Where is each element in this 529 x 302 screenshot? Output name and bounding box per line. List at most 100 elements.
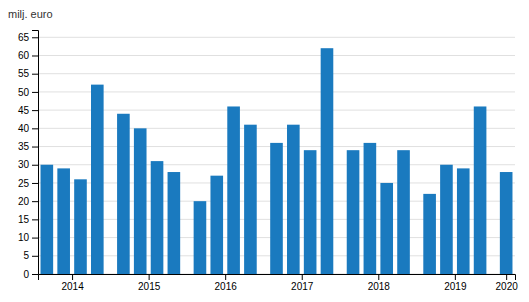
bar (41, 165, 54, 274)
y-tick: 40 (18, 123, 38, 134)
y-axis-line (32, 31, 39, 275)
y-tick-mark (32, 256, 38, 257)
y-tick-label: 25 (18, 178, 30, 189)
bar (440, 165, 453, 274)
y-tick-mark (32, 110, 38, 111)
grid (38, 37, 515, 274)
y-tick: 65 (18, 32, 38, 43)
x-tick: 2018 (368, 274, 391, 292)
bar (194, 201, 207, 274)
y-tick-mark (32, 238, 38, 239)
y-tick-label: 35 (18, 141, 30, 152)
bar (397, 150, 410, 274)
bar (423, 194, 436, 274)
y-tick-mark (32, 92, 38, 93)
y-axis: 0 5 10 15 20 25 30 35 40 45 50 55 60 65 (18, 31, 39, 280)
bar (168, 172, 181, 274)
bar (304, 150, 317, 274)
bar (347, 150, 360, 274)
bar (57, 168, 70, 274)
y-tick-mark (32, 183, 38, 184)
x-tick-label: 2019 (444, 281, 467, 292)
bar (287, 125, 300, 274)
x-tick-label: 2020 (496, 281, 519, 292)
y-axis-label: milj. euro (8, 8, 53, 20)
bar (117, 114, 130, 274)
y-tick: 55 (18, 68, 38, 79)
bar (91, 85, 104, 274)
chart: 0510152025303540455055606520142015201620… (0, 0, 529, 302)
grid-line (38, 55, 515, 56)
y-tick-label: 60 (18, 50, 30, 61)
bar (500, 172, 513, 274)
plot: 0510152025303540455055606520142015201620… (18, 31, 518, 293)
y-tick-mark (32, 165, 38, 166)
y-tick: 45 (18, 105, 38, 116)
y-tick-mark (32, 74, 38, 75)
y-tick-label: 20 (18, 196, 30, 207)
y-tick-mark (32, 55, 38, 56)
bar (74, 179, 87, 274)
y-tick-label: 10 (18, 232, 30, 243)
bar (474, 106, 487, 274)
y-tick-mark (32, 274, 38, 275)
x-tick-mark (378, 274, 379, 280)
grid-line (38, 128, 515, 129)
y-tick-label: 55 (18, 68, 30, 79)
x-tick-label: 2016 (215, 281, 238, 292)
x-tick: 2016 (215, 274, 238, 292)
x-tick-mark (225, 274, 226, 280)
y-tick: 5 (23, 250, 38, 261)
bar (270, 143, 283, 274)
x-tick-mark (72, 274, 73, 280)
y-tick: 35 (18, 141, 38, 152)
y-tick: 25 (18, 178, 38, 189)
y-tick-label: 5 (23, 250, 29, 261)
x-tick-label: 2015 (138, 281, 161, 292)
y-tick: 10 (18, 232, 38, 243)
bar (380, 183, 393, 274)
bar (210, 176, 223, 274)
y-tick-mark (32, 128, 38, 129)
bar (134, 128, 147, 274)
y-tick-label: 45 (18, 105, 30, 116)
x-tick-mark (455, 274, 456, 280)
bar (321, 48, 334, 274)
x-axis: 2014 2015 2016 2017 2018 2019 2020 (39, 274, 519, 292)
y-tick-mark (32, 147, 38, 148)
y-tick-mark (32, 37, 38, 38)
bars (41, 48, 513, 274)
x-tick-mark (149, 274, 150, 280)
bar (364, 143, 377, 274)
y-tick-label: 40 (18, 123, 30, 134)
bar (244, 125, 257, 274)
y-tick: 0 (23, 269, 38, 280)
y-tick-mark (32, 201, 38, 202)
bar (227, 106, 240, 274)
y-tick: 20 (18, 196, 38, 207)
x-tick-label: 2017 (291, 281, 314, 292)
x-tick: 2019 (444, 274, 467, 292)
x-tick-label: 2014 (61, 281, 84, 292)
y-tick-label: 65 (18, 32, 30, 43)
y-tick-label: 0 (23, 269, 29, 280)
y-tick: 15 (18, 214, 38, 225)
bar (457, 168, 470, 274)
x-tick: 2017 (291, 274, 314, 292)
x-axis-line (39, 275, 516, 281)
grid-line (38, 73, 515, 74)
grid-line (38, 110, 515, 111)
x-tick: 2014 (61, 274, 84, 292)
y-tick: 50 (18, 87, 38, 98)
y-tick-label: 15 (18, 214, 30, 225)
x-tick: 2020 (496, 274, 519, 292)
y-tick-label: 30 (18, 159, 30, 170)
y-tick-mark (32, 219, 38, 220)
x-tick-mark (302, 274, 303, 280)
y-tick-label: 50 (18, 87, 30, 98)
y-tick: 30 (18, 159, 38, 170)
x-tick-label: 2018 (368, 281, 391, 292)
grid-line (38, 37, 515, 38)
x-tick: 2015 (138, 274, 161, 292)
grid-line (38, 91, 515, 92)
